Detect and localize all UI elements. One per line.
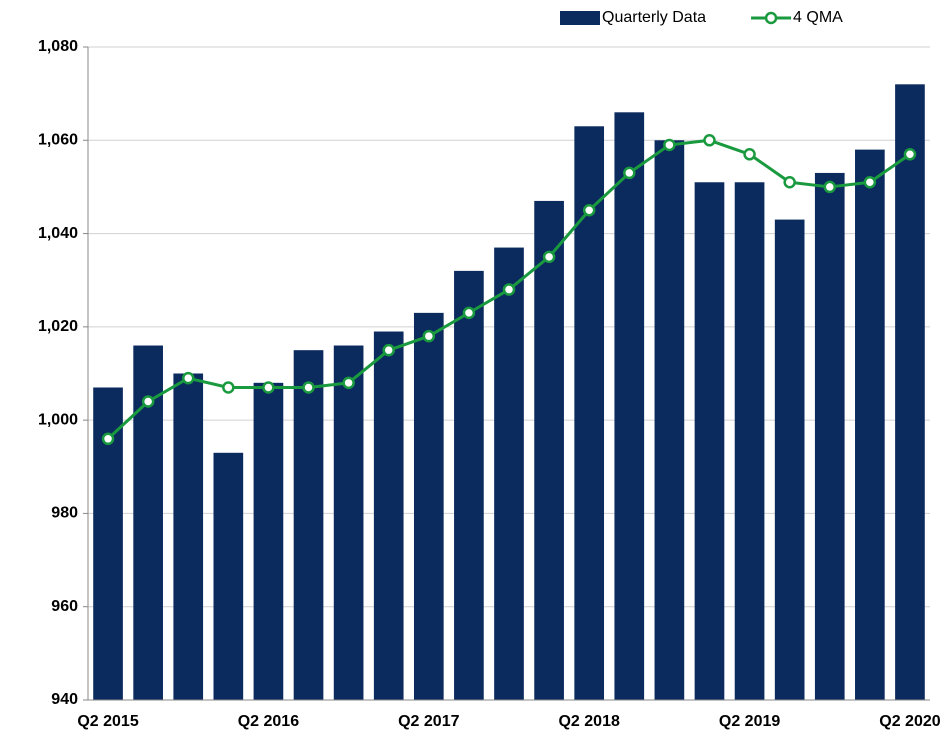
line-marker — [502, 283, 516, 296]
line-marker — [903, 148, 917, 161]
line-marker — [181, 371, 195, 385]
line-marker — [542, 250, 556, 264]
x-tick-label: Q2 2018 — [558, 713, 619, 730]
line-marker — [302, 381, 315, 394]
y-tick-label: 1,020 — [38, 318, 78, 335]
x-tick-label: Q2 2015 — [77, 713, 138, 730]
line-marker — [342, 376, 355, 390]
line-marker — [863, 176, 877, 189]
y-tick-label: 960 — [51, 598, 78, 615]
y-tick-label: 1,080 — [38, 38, 78, 55]
line-marker — [462, 306, 476, 320]
x-tick-label: Q2 2016 — [238, 713, 299, 730]
x-tick-label: Q2 2019 — [719, 713, 780, 730]
legend-label: 4 QMA — [793, 9, 843, 26]
bar — [454, 270, 484, 700]
bar — [413, 312, 444, 700]
line-marker — [623, 166, 636, 180]
bar — [654, 140, 685, 701]
bar — [694, 182, 725, 700]
bar — [213, 452, 244, 700]
bar — [614, 112, 645, 701]
line-marker — [663, 138, 676, 152]
y-tick-label: 1,000 — [38, 411, 78, 428]
line-marker — [141, 395, 155, 408]
y-tick-label: 980 — [51, 505, 78, 522]
bar — [814, 172, 845, 700]
y-tick-label: 1,040 — [38, 225, 78, 242]
legend-label: Quarterly Data — [602, 9, 706, 26]
line-marker — [101, 432, 115, 446]
bar — [253, 382, 284, 700]
line-marker — [743, 148, 756, 161]
bar — [534, 200, 564, 700]
bar — [333, 345, 364, 700]
y-tick-label: 1,060 — [38, 132, 78, 149]
bar — [173, 373, 204, 700]
legend-swatch — [560, 11, 600, 25]
line-marker — [382, 343, 395, 357]
line-marker — [422, 329, 436, 343]
bar — [855, 149, 885, 701]
bar — [494, 247, 524, 701]
bar — [774, 219, 805, 701]
bar — [373, 331, 404, 700]
line-marker — [783, 176, 796, 189]
line-marker — [703, 134, 716, 147]
x-tick-label: Q2 2020 — [879, 713, 940, 730]
line-marker — [222, 381, 235, 394]
bar — [895, 84, 925, 701]
y-tick-label: 940 — [51, 691, 78, 708]
line-marker — [823, 180, 837, 194]
line-marker — [262, 381, 275, 394]
line-marker — [582, 204, 596, 217]
bar — [734, 182, 765, 700]
x-tick-label: Q2 2017 — [398, 713, 459, 730]
bar — [293, 350, 324, 700]
legend-swatch — [764, 11, 778, 25]
